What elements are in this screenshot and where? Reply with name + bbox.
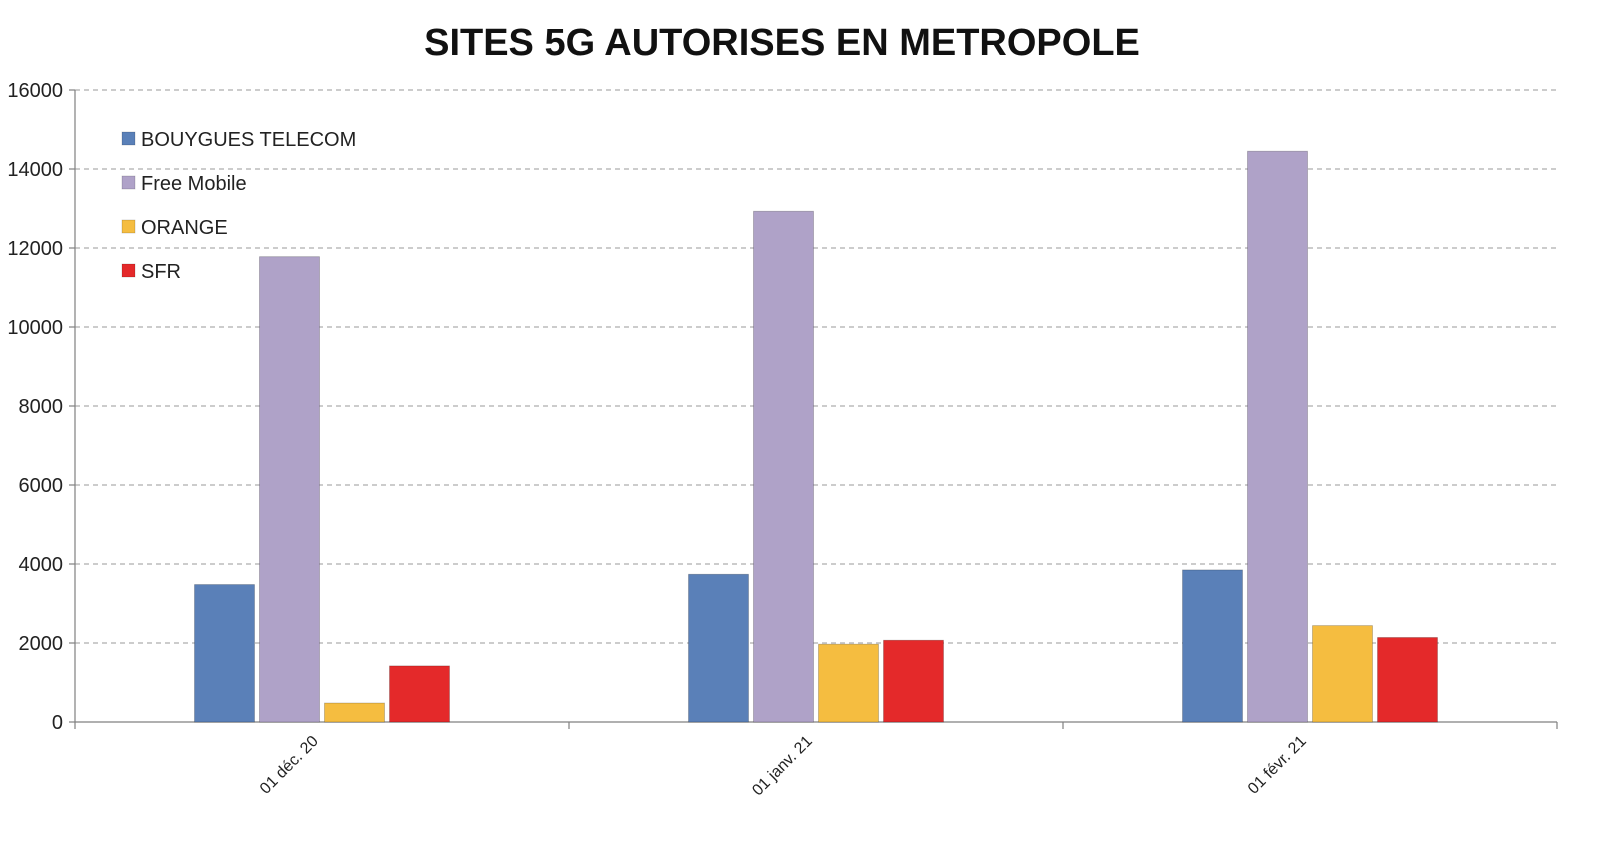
bars (194, 150, 1438, 723)
y-tick-label: 2000 (19, 633, 64, 655)
y-tick-label: 16000 (7, 80, 63, 102)
y-tick-label: 8000 (19, 396, 64, 418)
legend-swatch (121, 175, 136, 190)
bar-sfr-1 (883, 639, 944, 723)
legend-swatch (121, 263, 136, 278)
legend-label: ORANGE (141, 217, 228, 239)
bar-orange-1 (818, 643, 879, 723)
bar-orange-0 (324, 702, 385, 723)
legend: BOUYGUES TELECOM Free Mobile ORANGE SFR (121, 129, 356, 283)
bar-bouygues-telecom-1 (688, 573, 749, 723)
chart-title: SITES 5G AUTORISES EN METROPOLE (424, 22, 1140, 64)
bar-bouygues-telecom-2 (1182, 569, 1243, 723)
y-tick-label: 0 (52, 712, 63, 734)
bar-sfr-0 (389, 665, 450, 723)
bar-free-mobile-2 (1247, 150, 1308, 723)
x-category-label: 01 janv. 21 (749, 733, 816, 800)
y-tick-label: 10000 (7, 317, 63, 339)
y-tick-label: 12000 (7, 238, 63, 260)
bar-orange-2 (1312, 625, 1373, 723)
grid-lines (75, 89, 1557, 644)
legend-swatch (121, 131, 136, 146)
bar-free-mobile-1 (753, 210, 814, 723)
legend-label: SFR (141, 261, 181, 283)
y-tick-label: 4000 (19, 554, 64, 576)
x-category-label: 01 déc. 20 (257, 733, 322, 798)
legend-label: BOUYGUES TELECOM (141, 129, 356, 151)
bar-sfr-2 (1377, 637, 1438, 723)
axes (69, 89, 1558, 729)
x-category-label: 01 févr. 21 (1245, 733, 1310, 798)
bar-free-mobile-0 (259, 256, 320, 723)
legend-label: Free Mobile (141, 173, 247, 195)
legend-swatch (121, 219, 136, 234)
y-tick-label: 14000 (7, 159, 63, 181)
y-tick-label: 6000 (19, 475, 64, 497)
bar-bouygues-telecom-0 (194, 584, 255, 723)
